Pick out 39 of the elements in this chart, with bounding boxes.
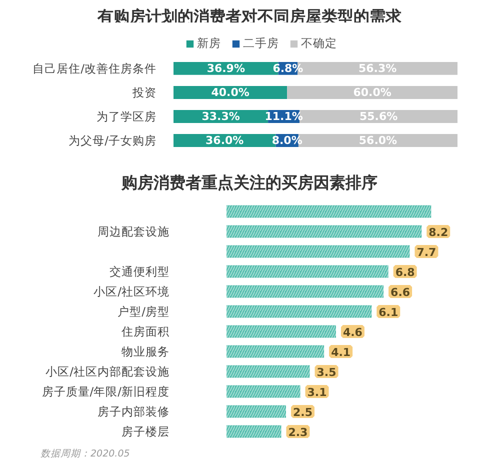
data-label: 33.3% bbox=[202, 110, 240, 123]
y-tick-label: 投资 bbox=[132, 85, 156, 100]
data-label: 40.0% bbox=[211, 86, 250, 99]
y-tick-label: 房子内部装修 bbox=[98, 404, 170, 418]
data-label: 4.1 bbox=[331, 346, 351, 359]
data-label: 56.0% bbox=[358, 134, 398, 147]
y-tick-label: 房子质量/年限/新旧程度 bbox=[42, 384, 170, 398]
chart-title: 购房消费者重点关注的买房因素排序 bbox=[122, 173, 378, 193]
data-label: 36.9% bbox=[206, 62, 245, 75]
data-label: 6.8 bbox=[395, 266, 415, 279]
data-label: 55.6% bbox=[359, 110, 398, 123]
data-label: 36.0% bbox=[206, 134, 244, 147]
legend-label: 新房 bbox=[197, 36, 221, 51]
y-tick-label: 小区/社区环境 bbox=[94, 284, 170, 298]
text: 数据周期：2020.05 bbox=[40, 448, 130, 460]
data-label: 6.1 bbox=[378, 306, 398, 319]
data-label: 8.2 bbox=[428, 226, 448, 239]
legend-label: 不确定 bbox=[301, 36, 337, 51]
y-tick-label: 自己居住/改善住房条件 bbox=[32, 61, 156, 76]
y-tick-label: 小区/社区内部配套设施 bbox=[46, 364, 170, 378]
y-tick-label: 物业服务 bbox=[122, 344, 170, 358]
data-label: 7.7 bbox=[416, 246, 436, 259]
y-tick-label: 户型/房型 bbox=[118, 304, 170, 318]
data-label: 2.3 bbox=[288, 426, 308, 439]
y-tick-label: 住房面积 bbox=[120, 324, 170, 338]
data-label: 4.6 bbox=[342, 326, 363, 339]
data-label: 56.3% bbox=[358, 62, 397, 75]
y-tick-label: 周边配套设施 bbox=[98, 224, 170, 238]
data-label: 6.6 bbox=[390, 286, 410, 299]
data-label: 3.5 bbox=[316, 366, 336, 379]
bar bbox=[287, 86, 458, 99]
data-label: 2.5 bbox=[292, 406, 312, 419]
data-label: 60.0% bbox=[353, 86, 392, 99]
y-tick-label: 为父母/子女购房 bbox=[68, 133, 156, 148]
y-tick-label: 交通便利型 bbox=[110, 264, 170, 278]
y-tick-label: 房子楼层 bbox=[122, 424, 170, 438]
legend-label: 二手房 bbox=[243, 36, 279, 51]
data-label: 3.1 bbox=[307, 386, 327, 399]
y-tick-label: 为了学区房 bbox=[96, 109, 156, 124]
